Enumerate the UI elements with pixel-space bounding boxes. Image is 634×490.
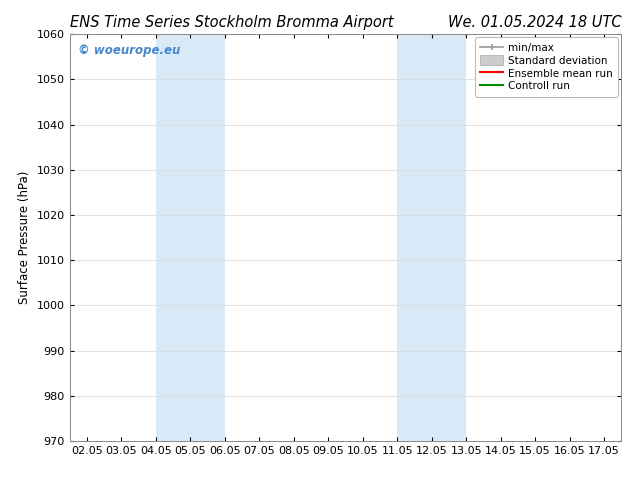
Text: ENS Time Series Stockholm Bromma Airport: ENS Time Series Stockholm Bromma Airport <box>70 15 393 30</box>
Text: © woeurope.eu: © woeurope.eu <box>78 45 181 57</box>
Bar <box>398 34 466 441</box>
Legend: min/max, Standard deviation, Ensemble mean run, Controll run: min/max, Standard deviation, Ensemble me… <box>475 37 618 97</box>
Bar <box>156 34 225 441</box>
Text: We. 01.05.2024 18 UTC: We. 01.05.2024 18 UTC <box>448 15 621 30</box>
Y-axis label: Surface Pressure (hPa): Surface Pressure (hPa) <box>18 171 31 304</box>
